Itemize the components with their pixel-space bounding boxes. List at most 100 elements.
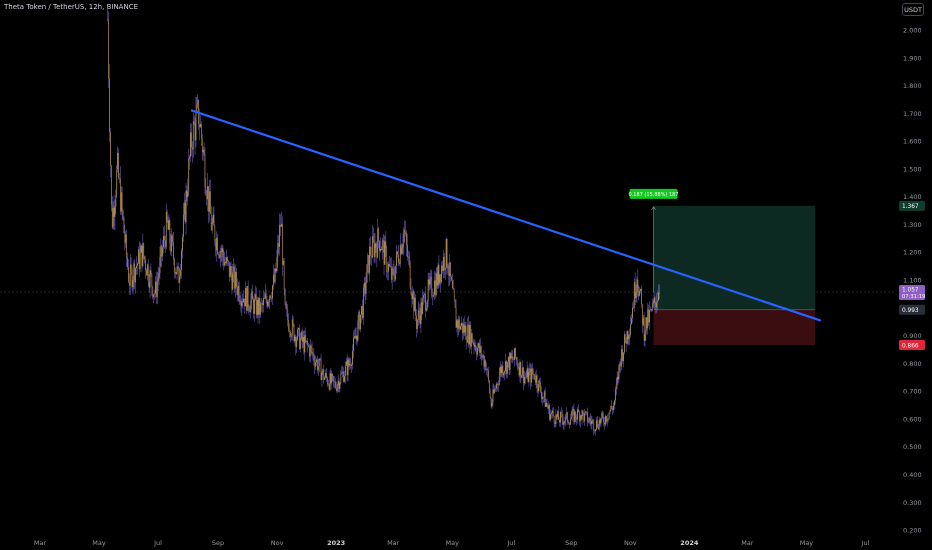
candle-body — [271, 298, 272, 299]
candle-body — [565, 414, 567, 421]
loss-zone — [653, 309, 816, 346]
candle-body — [236, 286, 238, 296]
candle-body — [362, 306, 363, 318]
candle-body — [242, 300, 244, 302]
candle-body — [190, 132, 191, 157]
current-price-tag-bg — [899, 284, 925, 300]
candle-body — [382, 240, 384, 242]
candle-body — [500, 366, 502, 374]
candle-body — [358, 311, 360, 321]
candle-body — [374, 243, 376, 258]
candle-body — [614, 389, 616, 401]
candle-body — [574, 411, 576, 422]
candle-body — [119, 177, 120, 179]
candle-body — [568, 422, 569, 424]
candle-body — [278, 243, 280, 247]
candle-body — [575, 411, 577, 419]
candle-body — [192, 121, 194, 150]
candle-body — [463, 324, 465, 333]
candle-body — [285, 303, 287, 309]
candle-body — [608, 412, 610, 419]
candle-body — [212, 214, 214, 223]
candle-body — [598, 420, 600, 430]
candle-body — [180, 269, 181, 277]
candle-body — [479, 343, 480, 353]
candle-body — [634, 282, 636, 299]
candle-body — [456, 320, 458, 328]
x-tick-label: Jul — [861, 539, 870, 547]
candle-body — [468, 324, 469, 345]
candle-body — [408, 256, 410, 262]
candle-body — [622, 349, 623, 362]
candle-body — [223, 256, 225, 266]
candle-body — [446, 239, 448, 266]
candle-body — [529, 368, 531, 373]
candle-body — [539, 380, 541, 384]
candle-body — [171, 235, 172, 252]
candle-body — [658, 292, 659, 301]
candle-body — [328, 384, 330, 390]
candle-body — [532, 368, 533, 375]
candle-body — [116, 169, 118, 196]
long-position-tool[interactable]: 0.187 (15.88%) 187 — [629, 188, 816, 346]
candle-body — [375, 243, 377, 248]
candle-body — [341, 372, 343, 374]
candle-body — [343, 371, 344, 382]
candlestick-series — [107, 7, 660, 436]
candle-body — [638, 287, 640, 296]
candle-body — [434, 280, 435, 296]
candle-body — [126, 234, 127, 258]
candle-body — [569, 423, 570, 425]
candle-body — [349, 364, 351, 366]
candle-body — [630, 324, 631, 335]
candle-body — [472, 342, 474, 344]
candle-body — [235, 271, 236, 289]
candle-body — [218, 254, 220, 258]
candle-body — [159, 257, 161, 274]
candle-body — [391, 268, 393, 280]
candle-body — [245, 287, 246, 307]
candle-body — [333, 376, 334, 382]
candle-body — [599, 420, 601, 424]
candle-body — [542, 397, 543, 399]
candle-body — [108, 19, 109, 79]
candle-body — [571, 410, 573, 417]
candle-body — [596, 420, 598, 428]
candle-body — [307, 340, 308, 346]
candle-body — [560, 412, 562, 414]
candle-body — [592, 420, 594, 421]
candle-body — [580, 415, 582, 420]
candle-body — [199, 124, 200, 128]
x-axis: Mar May Jul Sep Nov 2023 Mar May Jul Sep Nov 2024 Ma… — [34, 539, 870, 547]
x-tick-label: Sep — [565, 539, 577, 547]
candle-body — [247, 286, 249, 307]
candle-body — [508, 356, 510, 371]
candle-body — [230, 266, 232, 275]
candle-body — [353, 336, 355, 338]
candle-body — [201, 138, 203, 153]
candle-body — [553, 415, 555, 423]
candle-body — [250, 300, 252, 312]
candle-body — [618, 364, 620, 380]
candle-body — [489, 392, 491, 399]
candle-body — [617, 376, 619, 380]
candle-body — [461, 322, 463, 334]
candle-body — [269, 295, 271, 303]
candle-body — [367, 255, 369, 265]
trendline[interactable] — [190, 109, 822, 322]
candle-body — [425, 294, 426, 311]
stop-price-tag: 0.866 — [902, 343, 919, 349]
candle-body — [560, 412, 561, 423]
candle-body — [167, 220, 169, 230]
y-tick-label: 0.300 — [903, 499, 922, 507]
candle-body — [442, 265, 443, 271]
candle-body — [538, 380, 540, 392]
candle-body — [583, 413, 585, 422]
candle-body — [649, 309, 650, 323]
candle-body — [118, 152, 119, 178]
currency-button[interactable]: USDT — [902, 3, 924, 16]
candle-body — [641, 288, 642, 305]
candle-body — [146, 269, 147, 276]
candle-body — [506, 360, 507, 374]
